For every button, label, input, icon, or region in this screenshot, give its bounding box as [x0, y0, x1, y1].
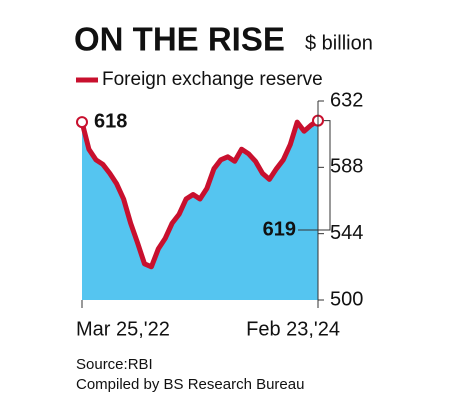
source: Compiled by BS Research Bureau: [76, 376, 304, 393]
y-tick-label: 500: [330, 288, 363, 310]
data-label: 618: [94, 110, 127, 132]
y-tick-label: 588: [330, 156, 363, 178]
source: Source:RBI: [76, 356, 153, 373]
y-tick-label: 544: [330, 222, 363, 244]
line: [79, 118, 320, 270]
y-tick-label: 632: [330, 89, 363, 111]
legend-label: Foreign exchange reserve: [102, 69, 323, 90]
x-tick-label: Mar 25,'22: [76, 318, 170, 340]
x-tick-label: Feb 23,'24: [246, 318, 340, 340]
end-marker: [76, 116, 88, 129]
data-label: 619: [263, 218, 296, 240]
chart-title: ON THE RISE: [74, 21, 285, 58]
area: [82, 120, 318, 300]
unit-label: $ billion: [305, 32, 373, 54]
leader-line: [298, 120, 331, 231]
